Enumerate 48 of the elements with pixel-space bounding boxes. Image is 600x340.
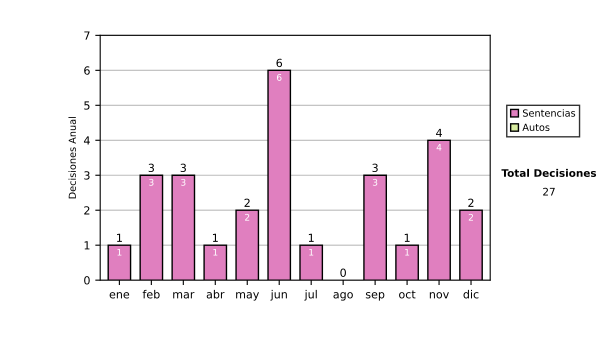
x-tick-label: oct bbox=[399, 290, 416, 298]
y-tick-label: 0 bbox=[84, 276, 90, 285]
x-tick-label: ago bbox=[333, 292, 353, 301]
data-label: 3 bbox=[181, 178, 186, 186]
y-tick-label: 2 bbox=[84, 206, 90, 214]
data-label: 1 bbox=[213, 248, 218, 256]
data-label: 4 bbox=[436, 144, 442, 151]
y-tick-label: 5 bbox=[84, 101, 90, 110]
legend-label: Autos bbox=[522, 124, 550, 131]
y-axis-title: Decisiones Anual bbox=[68, 117, 76, 198]
total-label: 1 bbox=[212, 234, 218, 242]
total-label: 3 bbox=[180, 164, 186, 172]
data-label: 1 bbox=[405, 248, 410, 256]
data-label: 1 bbox=[309, 248, 314, 256]
x-tick-label: may bbox=[236, 292, 260, 301]
total-label: 1 bbox=[404, 234, 410, 242]
x-tick-label: ene bbox=[110, 292, 130, 298]
data-label: 3 bbox=[372, 178, 378, 186]
x-tick-label: sep bbox=[366, 292, 384, 301]
x-tick-label: jun bbox=[270, 290, 287, 301]
y-tick-label: 3 bbox=[84, 171, 90, 180]
x-tick-label: feb bbox=[142, 290, 160, 298]
legend-label: Sentencias bbox=[522, 109, 576, 117]
total-label: 2 bbox=[244, 198, 250, 207]
data-label: 1 bbox=[118, 248, 122, 256]
total-label: 4 bbox=[436, 128, 442, 137]
text: 27 bbox=[543, 188, 555, 196]
y-tick-label: 6 bbox=[84, 66, 90, 75]
total-label: 1 bbox=[308, 234, 314, 242]
data-label: 2 bbox=[468, 214, 473, 221]
total-label: 3 bbox=[148, 164, 154, 172]
x-tick-label: dic bbox=[464, 290, 478, 298]
x-tick-label: abr bbox=[206, 290, 224, 298]
total-label: 1 bbox=[117, 234, 122, 242]
total-label: 3 bbox=[372, 164, 378, 172]
data-label: 6 bbox=[276, 74, 282, 81]
total-label: 0 bbox=[340, 268, 346, 277]
total-label: 2 bbox=[468, 198, 474, 207]
y-tick-label: 1 bbox=[84, 241, 90, 250]
x-tick-label: nov bbox=[430, 292, 449, 298]
data-label: 2 bbox=[245, 214, 250, 221]
y-tick-label: 4 bbox=[84, 136, 90, 144]
total-label: 6 bbox=[276, 58, 282, 68]
text: Total Decisiones bbox=[501, 168, 596, 177]
y-tick-label: 7 bbox=[84, 31, 90, 40]
data-label: 3 bbox=[149, 178, 154, 186]
x-tick-label: jul bbox=[304, 290, 317, 301]
x-tick-label: mar bbox=[173, 292, 194, 298]
